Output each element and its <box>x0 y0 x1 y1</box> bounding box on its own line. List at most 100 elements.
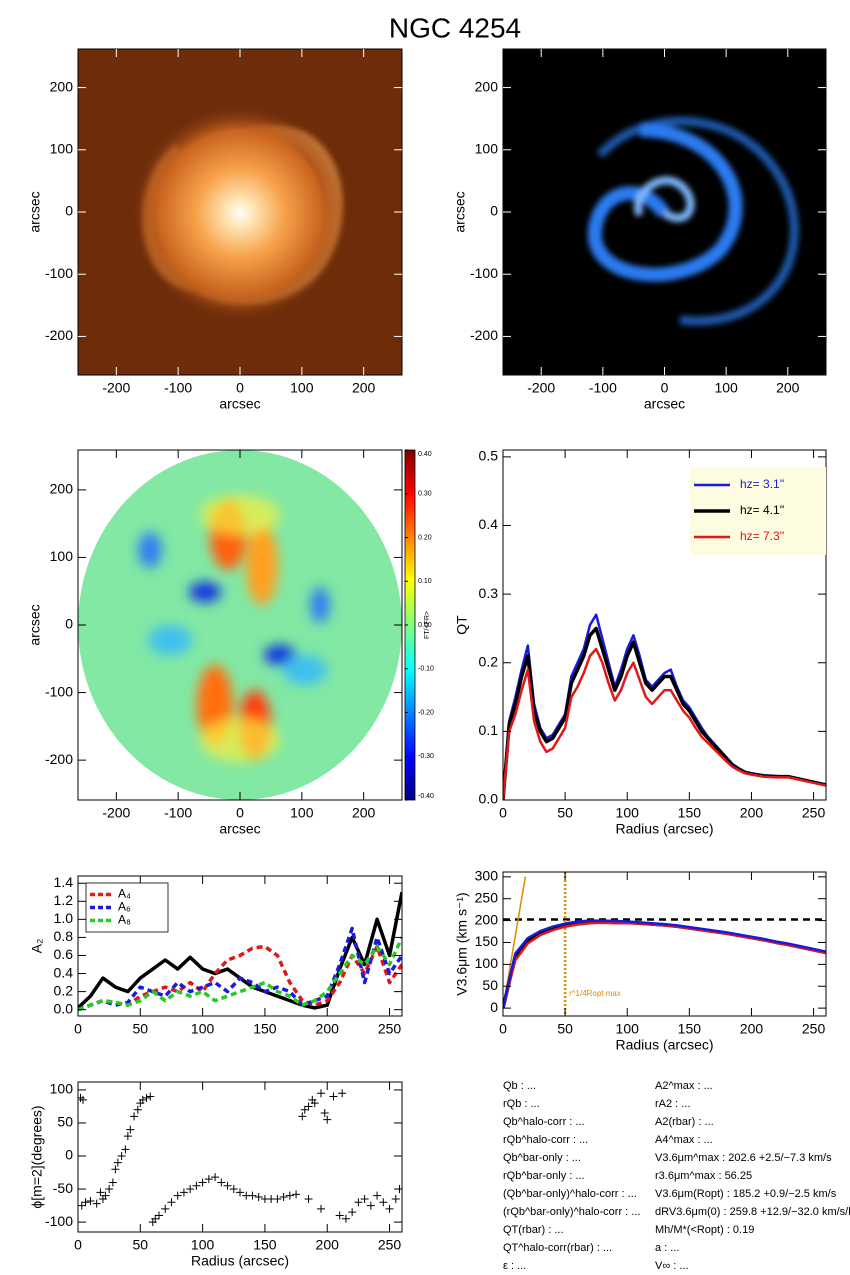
plot-area <box>503 613 826 800</box>
point <box>138 1095 147 1104</box>
y-tick-label: 0.4 <box>479 516 499 532</box>
colorbar-tick-label: 0.20 <box>418 534 432 541</box>
point <box>385 1204 394 1213</box>
point <box>204 1175 213 1184</box>
y-tick-label: 0 <box>65 616 73 632</box>
y-axis-label: arcsec <box>452 191 468 232</box>
y-tick-label: 150 <box>475 933 499 949</box>
point <box>217 1178 226 1187</box>
point <box>86 1196 95 1205</box>
point <box>300 1105 309 1114</box>
x-tick-label: 0 <box>661 380 669 396</box>
point <box>391 1194 400 1203</box>
y-tick-label: 0.0 <box>479 791 499 807</box>
point <box>113 1158 122 1167</box>
x-tick-label: 250 <box>378 1021 402 1037</box>
parameter: ε : ... <box>503 1260 526 1272</box>
point <box>96 1188 105 1197</box>
y-tick-label: 300 <box>475 868 499 884</box>
x-tick-label: -100 <box>164 805 192 821</box>
series-line <box>78 936 402 1012</box>
parameter: rQb^halo-corr : ... <box>503 1134 588 1146</box>
y-tick-label: 50 <box>57 1114 73 1130</box>
point <box>285 1191 294 1200</box>
y-tick-label: -200 <box>470 327 498 343</box>
y-tick-label: 200 <box>475 911 499 927</box>
parameter: A2^max : ... <box>655 1080 713 1092</box>
x-tick-label: 0 <box>74 1021 82 1037</box>
frame <box>77 1081 403 1233</box>
point <box>186 1185 195 1194</box>
series-line <box>503 919 826 1009</box>
y-tick-label: 100 <box>50 140 74 156</box>
series-line <box>503 626 826 800</box>
y-tick-label: 0.2 <box>54 982 74 998</box>
point <box>108 1178 117 1187</box>
frame <box>502 449 827 801</box>
colorbar-label: FT/<FR> <box>424 611 431 639</box>
y-tick-label: 200 <box>475 78 499 94</box>
parameter: V3.6μm^max : 202.6 +2.5/−7.3 km/s <box>655 1152 832 1164</box>
y-axis-label: arcsec <box>27 604 43 645</box>
point <box>354 1198 363 1207</box>
x-tick-label: 200 <box>316 1237 340 1253</box>
point <box>273 1194 282 1203</box>
point <box>123 1132 132 1141</box>
y-tick-label: 0.8 <box>54 928 74 944</box>
x-tick-label: 100 <box>714 380 738 396</box>
y-axis-label: A₂ <box>29 939 45 954</box>
x-tick-label: -200 <box>102 805 130 821</box>
x-tick-label: 250 <box>802 805 826 821</box>
point <box>348 1208 357 1217</box>
point <box>146 1092 155 1101</box>
y-tick-label: 0 <box>490 203 498 219</box>
x-tick-label: 0 <box>236 805 244 821</box>
point <box>192 1181 201 1190</box>
x-tick-label: 250 <box>802 1021 826 1037</box>
y-tick-label: 200 <box>50 481 74 497</box>
series-line <box>503 613 826 800</box>
point <box>142 1093 151 1102</box>
point <box>133 1105 142 1114</box>
point <box>236 1188 244 1197</box>
parameter: A2(rbar) : ... <box>655 1116 714 1128</box>
x-tick-label: -100 <box>164 380 192 396</box>
point <box>78 1095 87 1104</box>
y-tick-label: 0 <box>65 203 73 219</box>
parameter: V3.6μm(Ropt) : 185.2 +0.9/−2.5 km/s <box>655 1188 837 1200</box>
y-tick-label: 1.4 <box>54 874 74 890</box>
colorbar-tick-label: -0.40 <box>418 793 434 800</box>
annotation: r^1/4Ropt max <box>569 989 621 998</box>
parameter: rA2 : ... <box>655 1098 690 1110</box>
point <box>78 1201 86 1210</box>
point <box>121 1145 130 1154</box>
colorbar-tick-label: 0.10 <box>418 578 432 585</box>
point <box>105 1185 114 1194</box>
series-line <box>503 919 826 1009</box>
point <box>304 1102 313 1111</box>
point <box>338 1089 347 1098</box>
point <box>335 1211 344 1220</box>
point <box>360 1194 369 1203</box>
y-axis-label: V3.6μm (km s⁻¹) <box>454 892 470 995</box>
x-tick-label: 0 <box>499 1021 507 1037</box>
x-tick-label: 200 <box>740 805 764 821</box>
point <box>248 1191 257 1200</box>
x-tick-label: 0 <box>74 1237 82 1253</box>
point <box>211 1173 220 1182</box>
point <box>223 1181 232 1190</box>
x-tick-label: -100 <box>589 380 617 396</box>
torque-map <box>78 450 402 800</box>
colorbar-tick-label: -0.20 <box>418 709 434 716</box>
x-tick-label: 50 <box>557 1021 573 1037</box>
y-tick-label: 50 <box>482 977 498 993</box>
x-tick-label: 200 <box>740 1021 764 1037</box>
point <box>173 1191 182 1200</box>
optical-image <box>78 49 402 375</box>
point <box>304 1194 313 1203</box>
y-tick-label: 200 <box>50 78 74 94</box>
x-tick-label: 100 <box>191 1237 215 1253</box>
y-tick-label: 100 <box>475 955 499 971</box>
